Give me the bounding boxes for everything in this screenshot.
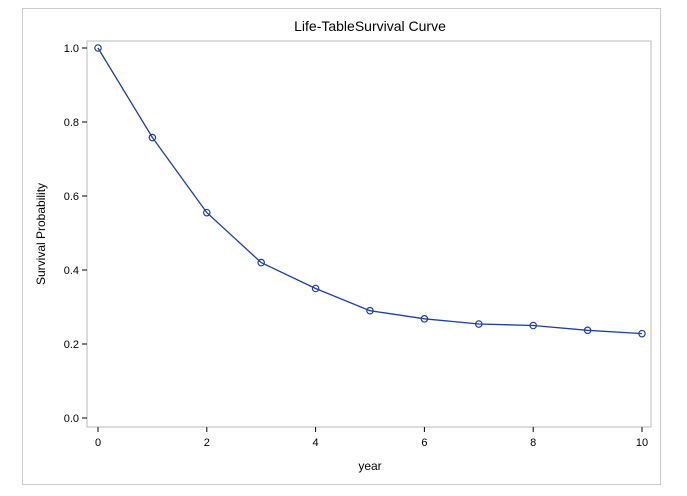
data-point bbox=[474, 320, 483, 328]
y-tick-label: 0.2 bbox=[64, 339, 79, 351]
x-axis-title: year bbox=[358, 459, 381, 473]
data-point bbox=[148, 133, 157, 142]
x-axis: 0 2 4 6 8 10 bbox=[95, 427, 648, 449]
y-tick-label: 0.8 bbox=[64, 117, 79, 129]
y-tick-label: 0.6 bbox=[64, 191, 79, 203]
data-point bbox=[94, 44, 102, 52]
plot-area bbox=[86, 40, 652, 428]
data-point bbox=[638, 329, 646, 338]
chart-frame bbox=[22, 8, 661, 485]
y-tick-label: 1.0 bbox=[64, 43, 79, 55]
y-axis-title: Survival Probability bbox=[34, 183, 48, 285]
data-point bbox=[583, 326, 592, 335]
x-tick-label: 8 bbox=[530, 437, 536, 449]
data-point bbox=[529, 321, 538, 330]
y-tick-label: 0.0 bbox=[64, 413, 79, 425]
y-tick-label: 0.4 bbox=[64, 265, 79, 277]
y-axis: 0.0 0.2 0.4 0.6 0.8 1.0 bbox=[64, 43, 87, 425]
data-point bbox=[420, 315, 429, 323]
data-point bbox=[311, 284, 320, 293]
x-tick-label: 6 bbox=[421, 437, 427, 449]
data-point bbox=[257, 258, 266, 267]
x-tick-label: 0 bbox=[95, 437, 101, 449]
data-point bbox=[366, 306, 374, 315]
series-group bbox=[94, 44, 646, 338]
data-point bbox=[203, 208, 211, 217]
x-tick-label: 4 bbox=[313, 437, 319, 449]
chart-title: Life-TableSurvival Curve bbox=[294, 18, 446, 34]
x-tick-label: 10 bbox=[636, 437, 648, 449]
x-tick-label: 2 bbox=[204, 437, 210, 449]
survival-line bbox=[97, 47, 643, 335]
